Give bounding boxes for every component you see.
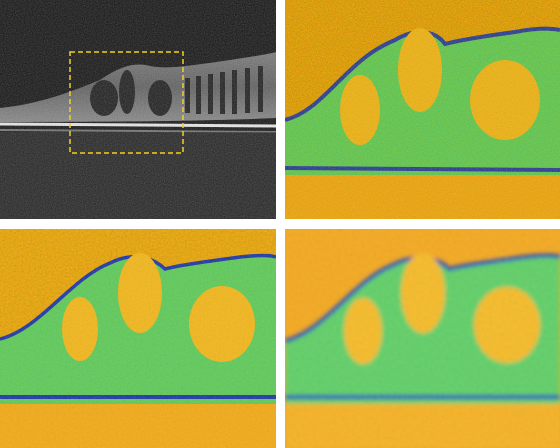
oct-bscan-image (0, 0, 276, 219)
roi-colormap-smoothed-panel (285, 229, 560, 448)
oct-bscan-panel (0, 0, 276, 219)
roi-colormap-denoised-panel (0, 229, 276, 448)
roi-colormap-raw-image (285, 0, 560, 219)
roi-colormap-raw-panel (285, 0, 560, 219)
roi-box (69, 51, 184, 154)
roi-colormap-denoised-image (0, 229, 276, 448)
roi-colormap-smoothed-image (285, 229, 560, 448)
